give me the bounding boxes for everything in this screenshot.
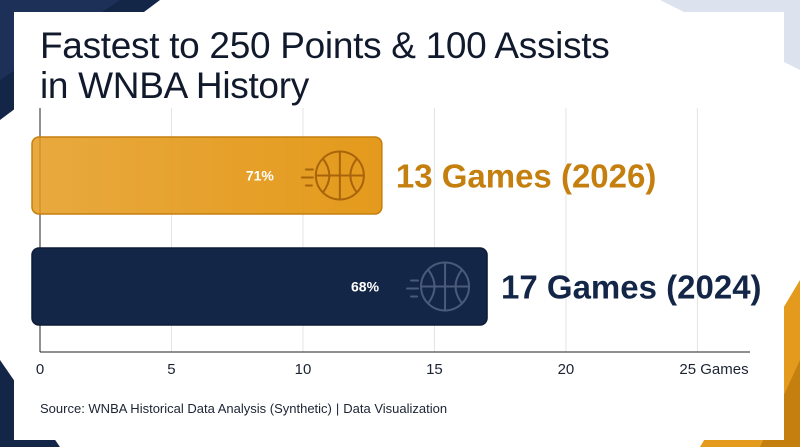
x-tick-label-15: 15	[426, 361, 443, 378]
x-tick-label-5: 5	[167, 361, 175, 378]
x-tick-label-25: 25 Games	[679, 361, 748, 378]
basketball-icon	[406, 261, 471, 312]
source-note: Source: WNBA Historical Data Analysis (S…	[40, 401, 447, 416]
bar-0-value-label: 13 Games (2026)	[396, 158, 657, 195]
source-separator: |	[335, 401, 340, 416]
chart-title-line-2: in WNBA History	[40, 65, 309, 106]
chart-card	[14, 12, 784, 440]
x-tick-label-20: 20	[558, 361, 575, 378]
bar-1-pct-label: 68%	[351, 279, 380, 295]
chart-title: Fastest to 250 Points & 100 Assists in W…	[40, 25, 610, 106]
bar-0	[31, 136, 383, 215]
source-text: Source: WNBA Historical Data Analysis (S…	[40, 401, 332, 416]
bar-1	[31, 247, 488, 326]
x-tick-label-0: 0	[36, 361, 44, 378]
x-tick-label-10: 10	[295, 361, 312, 378]
chart-title-line-1: Fastest to 250 Points & 100 Assists	[40, 25, 610, 66]
source-attribution: Data Visualization	[343, 401, 448, 416]
basketball-icon	[300, 150, 365, 201]
bar-0-pct-label: 71%	[246, 168, 275, 184]
bar-1-value-label: 17 Games (2024)	[501, 269, 762, 306]
